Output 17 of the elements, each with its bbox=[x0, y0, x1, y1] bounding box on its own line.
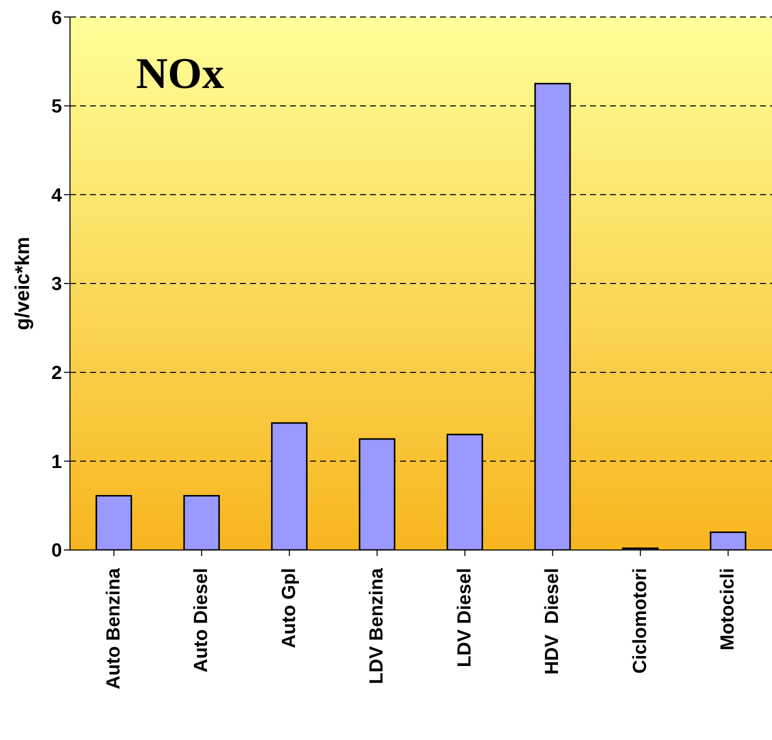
y-tick-label: 1 bbox=[51, 452, 62, 473]
x-tick-label: Ciclomotori bbox=[630, 568, 651, 674]
y-tick-label: 5 bbox=[51, 96, 62, 118]
x-tick-label: HDV Diesel bbox=[542, 568, 564, 675]
x-tick-label: LDV Benzina bbox=[366, 568, 388, 684]
y-tick-label: 4 bbox=[51, 185, 62, 206]
x-tick-label: Auto Benzina bbox=[103, 568, 124, 690]
y-tick-label: 2 bbox=[51, 363, 62, 384]
x-tick-label: Motocicli bbox=[718, 568, 739, 650]
y-tick-label: 0 bbox=[51, 540, 62, 562]
x-tick-label: LDV Diesel bbox=[454, 568, 476, 668]
y-tick-label: 6 bbox=[51, 8, 62, 29]
x-tick-label: Auto Diesel bbox=[191, 568, 212, 673]
y-axis-title: g/veic*km bbox=[12, 236, 34, 330]
text: NOx bbox=[136, 48, 224, 99]
x-tick-label: Auto Gpl bbox=[278, 568, 300, 648]
y-tick-label: 3 bbox=[51, 274, 62, 296]
